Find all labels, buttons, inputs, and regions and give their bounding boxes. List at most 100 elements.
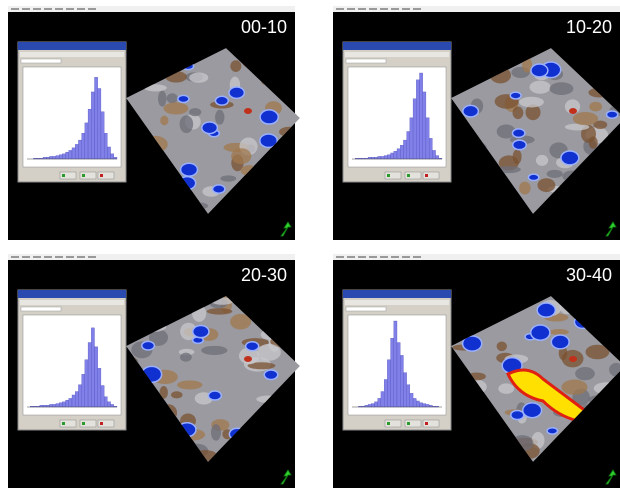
terrain-patch bbox=[585, 344, 610, 360]
terrain-patch bbox=[188, 108, 202, 117]
terrain-patch bbox=[535, 154, 549, 166]
terrain-base bbox=[451, 48, 620, 214]
button-icon bbox=[425, 174, 428, 177]
menu-item bbox=[33, 8, 41, 10]
dialog-button[interactable] bbox=[59, 171, 77, 180]
terrain-patch bbox=[157, 90, 167, 107]
menu-item bbox=[391, 256, 399, 258]
histogram-bar bbox=[412, 398, 417, 408]
dialog-tabs bbox=[20, 52, 124, 57]
menu-item bbox=[358, 256, 366, 258]
histogram-bar bbox=[364, 405, 369, 408]
histogram-bar bbox=[100, 111, 105, 160]
histogram-bar bbox=[58, 402, 63, 408]
terrain-patch bbox=[549, 82, 574, 96]
terrain-low bbox=[550, 334, 570, 350]
nav-arrow[interactable] bbox=[280, 221, 292, 237]
histogram-bar bbox=[65, 399, 69, 408]
terrain-low bbox=[509, 91, 522, 100]
terrain-patch bbox=[220, 175, 237, 182]
terrain-patch bbox=[561, 379, 588, 395]
terrain-low bbox=[207, 390, 223, 401]
nav-arrow[interactable] bbox=[605, 221, 617, 237]
dialog-titlebar bbox=[343, 42, 451, 50]
histogram-bar bbox=[55, 403, 60, 408]
histogram-bar bbox=[87, 342, 92, 408]
terrain-patch bbox=[214, 109, 225, 125]
dialog-button[interactable] bbox=[422, 419, 440, 428]
terrain-patch bbox=[537, 178, 556, 193]
terrain-low bbox=[560, 150, 580, 166]
terrain-low bbox=[141, 340, 156, 351]
terrain-patch bbox=[519, 181, 531, 195]
dialog-button[interactable] bbox=[384, 419, 402, 428]
histogram-bar bbox=[107, 146, 111, 160]
menu-item bbox=[380, 8, 388, 10]
histogram-bar bbox=[58, 154, 63, 160]
dialog-button[interactable] bbox=[404, 419, 422, 428]
terrain-low bbox=[191, 324, 210, 339]
histogram-bar bbox=[100, 385, 105, 408]
dialog-button[interactable] bbox=[97, 171, 115, 180]
menu-item bbox=[402, 256, 410, 258]
terrain-base bbox=[126, 296, 300, 462]
terrain-patch bbox=[166, 93, 178, 104]
terrain-patch bbox=[529, 80, 551, 94]
dialog-titlebar bbox=[18, 290, 126, 298]
screen-panel: 30-40 bbox=[333, 254, 620, 488]
histogram-bar bbox=[75, 391, 79, 408]
dialog-titlebar bbox=[343, 290, 451, 298]
histogram-bar bbox=[71, 394, 76, 408]
histogram-bar bbox=[46, 157, 50, 160]
nav-arrow[interactable] bbox=[605, 469, 617, 485]
menu-item bbox=[391, 8, 399, 10]
histogram-bar bbox=[97, 368, 102, 408]
dialog-button[interactable] bbox=[79, 419, 97, 428]
histogram-bar bbox=[419, 72, 423, 160]
menu-bar bbox=[333, 254, 620, 260]
terrain-patch bbox=[163, 102, 189, 115]
terrain-low bbox=[511, 139, 528, 151]
histogram-bar bbox=[406, 131, 411, 160]
button-icon bbox=[100, 174, 103, 177]
dialog-controls bbox=[20, 58, 62, 64]
menu-item bbox=[369, 256, 377, 258]
dialog-button[interactable] bbox=[384, 171, 402, 180]
histogram-bar bbox=[428, 138, 433, 160]
terrain-low bbox=[214, 95, 230, 106]
terrain-low bbox=[605, 110, 619, 119]
histogram-bar bbox=[425, 404, 430, 408]
terrain-low bbox=[263, 369, 279, 381]
menu-item bbox=[44, 8, 52, 10]
terrain-low bbox=[179, 162, 199, 177]
terrain-patch bbox=[546, 169, 563, 178]
histogram-bar bbox=[81, 374, 86, 408]
dialog-button[interactable] bbox=[59, 419, 77, 428]
terrain-patch bbox=[159, 385, 168, 399]
histogram-bar bbox=[387, 154, 391, 160]
dialog-button[interactable] bbox=[97, 419, 115, 428]
terrain-patch bbox=[519, 96, 544, 108]
dialog-button[interactable] bbox=[422, 171, 440, 180]
terrain-patch bbox=[238, 347, 260, 365]
dialog-button[interactable] bbox=[404, 171, 422, 180]
terrain-patch bbox=[257, 343, 281, 361]
dialog-titlebar bbox=[18, 42, 126, 50]
histogram-bar bbox=[367, 157, 372, 160]
terrain-low bbox=[511, 128, 526, 139]
menu-item bbox=[413, 256, 421, 258]
terrain-patch bbox=[180, 352, 192, 362]
terrain-high bbox=[569, 108, 577, 114]
histogram-bar bbox=[390, 152, 394, 160]
menu-item bbox=[347, 256, 355, 258]
terrain-patch bbox=[171, 391, 183, 399]
terrain-patch bbox=[231, 148, 252, 165]
terrain-patch bbox=[294, 96, 300, 111]
nav-arrow[interactable] bbox=[280, 469, 292, 485]
histogram-bar bbox=[409, 393, 414, 408]
histogram-bar bbox=[422, 403, 427, 408]
dialog-button[interactable] bbox=[79, 171, 97, 180]
histogram-bar bbox=[428, 405, 433, 408]
menu-item bbox=[402, 8, 410, 10]
terrain-patch bbox=[210, 424, 221, 441]
